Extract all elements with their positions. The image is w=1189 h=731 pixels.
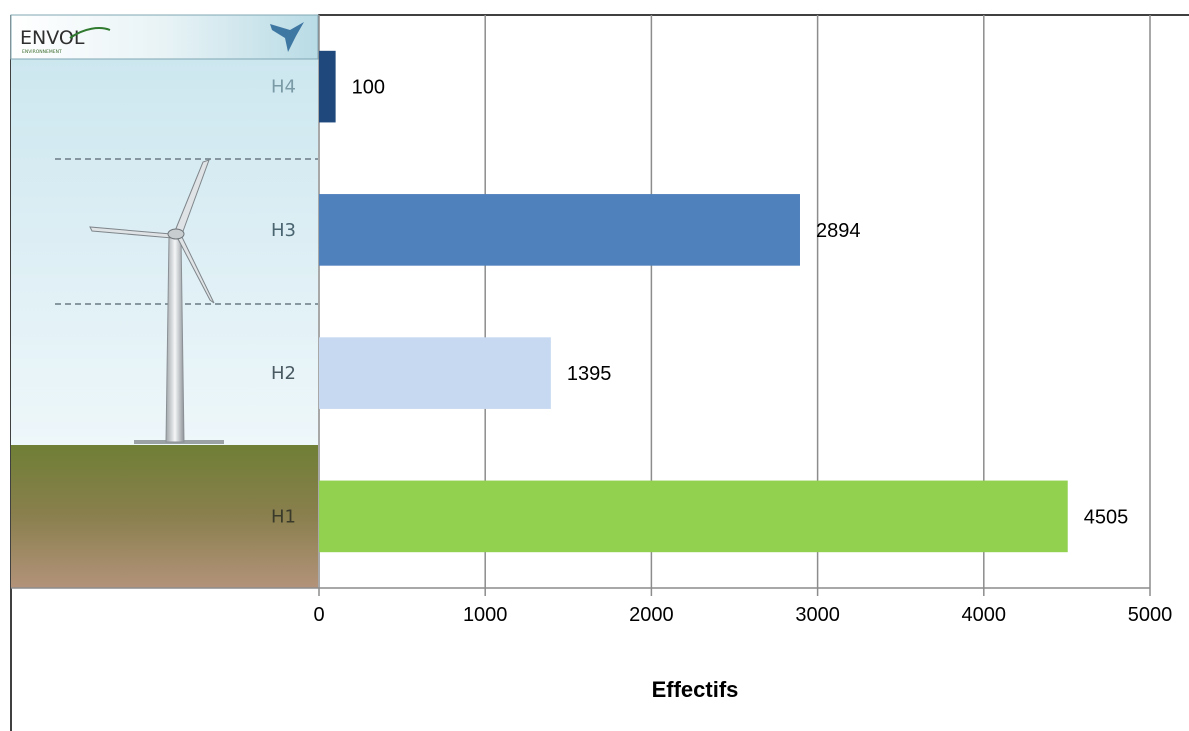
x-tick-label: 1000 [463, 604, 508, 626]
bar-h1 [319, 480, 1068, 553]
labels: 0 1000 2000 3000 4000 5000 100 H4 2894 H3 1395 H2 45… [271, 77, 1172, 626]
bars [319, 50, 1068, 553]
y-category-label: H3 [271, 220, 296, 241]
wind-turbine-icon [89, 159, 224, 444]
y-category-label: H2 [271, 363, 296, 384]
x-tick-label: 5000 [1128, 604, 1173, 626]
wind-turbine-illustration [11, 15, 318, 588]
data-label: 2894 [816, 220, 861, 242]
data-label: 4505 [1084, 506, 1129, 528]
x-axis-title: Effectifs [652, 677, 739, 702]
x-tick-label: 3000 [795, 604, 840, 626]
x-tick-label: 4000 [962, 604, 1007, 626]
bar-h3 [319, 194, 800, 266]
sky-background [11, 15, 318, 445]
bird-icon [270, 22, 304, 52]
logo-leaf-icon [69, 27, 111, 39]
x-tick-label: 2000 [629, 604, 674, 626]
bar-h4 [319, 50, 336, 123]
data-label: 100 [352, 77, 385, 99]
y-category-label: H4 [271, 77, 296, 98]
ground-background [11, 445, 318, 588]
x-tick-label: 0 [313, 604, 324, 626]
bar-h2 [319, 337, 551, 409]
logo-tagline: ENVIRONNEMENT [22, 49, 62, 55]
logo-name: ENVOL [20, 27, 85, 49]
logo-banner: ENVOL ENVIRONNEMENT [10, 14, 319, 60]
data-label: 1395 [567, 363, 612, 385]
y-category-label: H1 [271, 506, 296, 527]
